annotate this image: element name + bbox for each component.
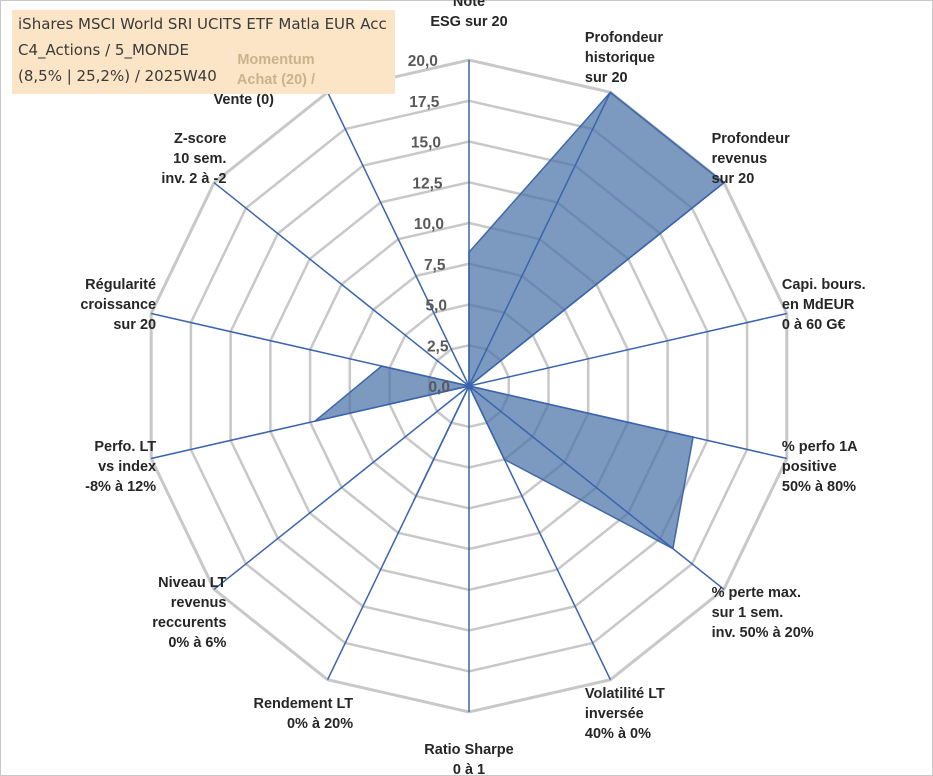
- spoke-1: [468, 91, 612, 387]
- radar-ticks: 0,0 2,5 5,0 7,5 10,0 12,5 15,0 17,5 20,0: [408, 53, 450, 396]
- axis-label-8: Rendement LT 0% à 20%: [253, 696, 353, 732]
- axis-label-2: Profondeur revenus sur 20: [712, 131, 790, 187]
- series-area-0: [314, 91, 726, 550]
- fund-info-box: iShares MSCI World SRI UCITS ETF Matla E…: [12, 10, 395, 94]
- axis-label-5: % perte max. sur 1 sem. inv. 50% à 20%: [712, 585, 814, 641]
- tick-label-8: 20,0: [408, 53, 438, 70]
- spoke-12: [213, 182, 470, 387]
- axis-label-13: Vente (0): [214, 92, 275, 108]
- spoke-5: [468, 385, 725, 590]
- spoke-3: [468, 312, 787, 387]
- tick-label-7: 17,5: [409, 94, 440, 111]
- axis-label-3: Capi. bours. en MdEUR 0 à 60 G€: [782, 277, 866, 333]
- spoke-6: [468, 385, 612, 681]
- momentum-title: Momentum: [237, 52, 315, 68]
- tick-label-3: 7,5: [424, 257, 446, 274]
- tick-label-6: 15,0: [411, 135, 441, 152]
- spoke-8: [326, 385, 470, 681]
- momentum-signal: Achat (20) /: [236, 72, 316, 88]
- axis-label-1: Profondeur historique sur 20: [585, 30, 663, 86]
- axis-label-0: Note ESG sur 20: [430, 0, 507, 30]
- fund-category: C4_Actions / 5_MONDE: [18, 41, 189, 59]
- tick-label-1: 2,5: [427, 338, 449, 355]
- spoke-9: [213, 385, 470, 590]
- axis-label-9: Niveau LT revenus reccurents 0% à 6%: [152, 575, 226, 651]
- axis-label-12: Z-score 10 sem. inv. 2 à -2: [161, 131, 226, 187]
- tick-label-2: 5,0: [425, 298, 447, 315]
- spoke-2: [468, 182, 725, 387]
- axis-label-11: Régularité croissance sur 20: [80, 277, 156, 333]
- radar-series: [151, 60, 787, 712]
- spoke-13: [326, 91, 470, 387]
- fund-name: iShares MSCI World SRI UCITS ETF Matla E…: [18, 15, 387, 33]
- momentum-label: Momentum Achat (20) /: [228, 50, 324, 90]
- axis-label-10: Perfo. LT vs index -8% à 12%: [85, 439, 156, 495]
- tick-label-0: 0,0: [428, 379, 450, 396]
- spoke-10: [151, 385, 470, 460]
- axis-label-6: Volatilité LT inversée 40% à 0%: [585, 686, 665, 742]
- fund-stats: (8,5% | 25,2%) / 2025W40: [18, 67, 217, 85]
- tick-label-4: 10,0: [414, 216, 444, 233]
- axis-label-4: % perfo 1A positive 50% à 80%: [782, 439, 858, 495]
- tick-label-5: 12,5: [412, 175, 443, 192]
- spoke-11: [151, 312, 470, 387]
- spoke-4: [468, 385, 787, 460]
- axis-label-7: Ratio Sharpe 0 à 1: [424, 742, 513, 776]
- radar-axis-labels: Note ESG sur 20 Profondeur historique sur 20…: [80, 0, 865, 776]
